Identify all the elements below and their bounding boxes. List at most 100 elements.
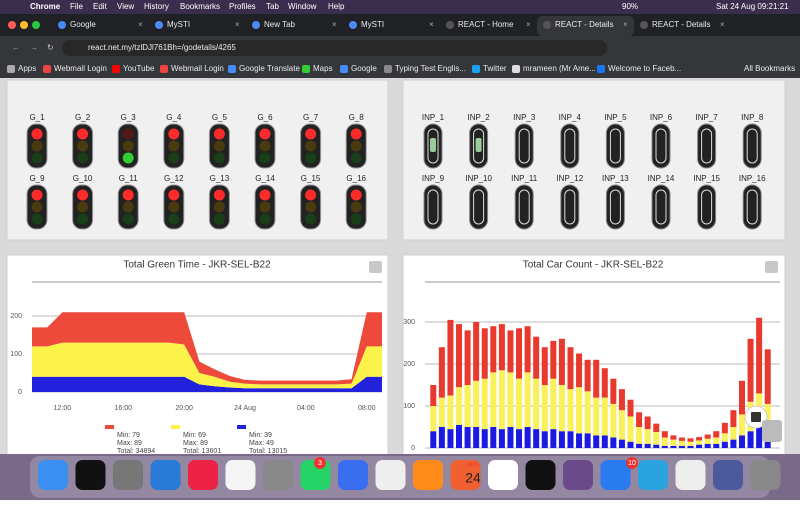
bar <box>430 431 437 448</box>
back-button[interactable]: ← <box>12 43 20 52</box>
bar <box>747 338 754 402</box>
bookmark[interactable]: Maps <box>313 64 333 73</box>
bar <box>533 429 540 448</box>
bar <box>516 328 523 379</box>
input-label: INP_11 <box>511 174 538 183</box>
minimize-button[interactable] <box>20 21 28 29</box>
bookmark-icon <box>512 65 520 73</box>
x-tick-label: 16:00 <box>115 405 133 412</box>
bookmark[interactable]: Welcome to Faceb... <box>608 64 681 73</box>
close-button[interactable] <box>8 21 16 29</box>
dock-app[interactable] <box>263 460 293 490</box>
x-tick-label: 04:00 <box>297 405 315 412</box>
bar <box>481 378 488 430</box>
bar <box>593 359 600 398</box>
menu-item[interactable]: Bookmarks <box>180 2 220 11</box>
bookmark[interactable]: Typing Test Englis... <box>395 64 466 73</box>
url: react.net.my/tzlDJl761Bh=/godetails/4265 <box>88 43 236 52</box>
tab-title[interactable]: New Tab <box>264 20 296 29</box>
bar <box>653 432 660 445</box>
tab-title[interactable]: Google <box>70 20 96 29</box>
omnibox[interactable] <box>62 40 607 56</box>
dock-app[interactable] <box>638 460 668 490</box>
lamp <box>305 189 317 201</box>
tab-icon <box>543 21 551 29</box>
dock-app[interactable] <box>600 460 631 490</box>
tab-close[interactable]: × <box>332 20 337 29</box>
dock-app[interactable] <box>150 460 181 490</box>
dock-app[interactable] <box>713 460 743 490</box>
bar <box>721 441 728 448</box>
input-slot <box>742 184 762 230</box>
menu-item[interactable]: Chrome <box>30 2 61 11</box>
menu-item[interactable]: History <box>144 2 169 11</box>
menu-item[interactable]: Tab <box>266 2 279 11</box>
active-tab[interactable] <box>537 16 634 36</box>
bar <box>550 378 557 430</box>
input-lane <box>701 189 713 225</box>
dock-app[interactable] <box>675 460 706 490</box>
y-tick-label: 200 <box>10 313 22 320</box>
lamp <box>31 189 43 201</box>
dock-app[interactable] <box>563 460 593 490</box>
chart-menu[interactable] <box>765 261 778 273</box>
tab-icon <box>349 21 357 29</box>
lamp <box>122 152 134 164</box>
scroll-top[interactable] <box>762 420 782 442</box>
bookmark[interactable]: Webmail Login <box>54 64 107 73</box>
bar <box>661 431 668 438</box>
y-tick-label: 300 <box>403 319 415 326</box>
bookmark[interactable]: mrameen (Mr Ame... <box>523 64 596 73</box>
lamp <box>213 128 225 140</box>
bookmark[interactable]: YouTube <box>123 64 155 73</box>
menu-item[interactable]: Help <box>328 2 345 11</box>
dock-app[interactable] <box>188 460 218 490</box>
bar <box>644 429 651 444</box>
signal-label: G_15 <box>301 174 321 183</box>
tab-title[interactable]: REACT - Home <box>458 20 514 29</box>
tab-close[interactable]: × <box>429 20 434 29</box>
tab-close[interactable]: × <box>623 20 628 29</box>
menu-item[interactable]: Edit <box>93 2 108 11</box>
reload-button[interactable]: ↻ <box>47 43 54 52</box>
menu-item[interactable]: Window <box>288 2 317 11</box>
tab-close[interactable]: × <box>720 20 725 29</box>
dock-app[interactable] <box>75 460 106 490</box>
tab-title[interactable]: MySTI <box>167 20 190 29</box>
bar <box>550 340 557 379</box>
forward-button[interactable]: → <box>30 43 38 52</box>
tab-close[interactable]: × <box>526 20 531 29</box>
all-bookmarks[interactable]: All Bookmarks <box>744 64 795 73</box>
bar <box>601 368 608 398</box>
menu-item[interactable]: View <box>117 2 134 11</box>
tab-icon <box>58 21 66 29</box>
tab-close[interactable]: × <box>138 20 143 29</box>
tab-title[interactable]: REACT - Details <box>652 20 711 29</box>
dock-app[interactable] <box>38 460 68 490</box>
bar <box>738 380 745 415</box>
tab-title[interactable]: MySTI <box>361 20 384 29</box>
dock-app[interactable] <box>225 460 256 490</box>
bookmark[interactable]: Twitter <box>483 64 507 73</box>
bookmark[interactable]: Google Translate <box>239 64 300 73</box>
tab-close[interactable]: × <box>235 20 240 29</box>
bookmark[interactable]: Webmail Login <box>171 64 224 73</box>
dock-app[interactable] <box>750 460 781 490</box>
menu-item[interactable]: Profiles <box>229 2 256 11</box>
bar <box>550 429 557 448</box>
dock-app[interactable] <box>525 460 556 490</box>
bar <box>447 319 454 396</box>
dock-app[interactable] <box>338 460 368 490</box>
bookmark[interactable]: Google <box>351 64 377 73</box>
chart-menu[interactable] <box>369 261 382 273</box>
menu-item[interactable]: File <box>70 2 83 11</box>
zoom-button[interactable] <box>32 21 40 29</box>
dock-app[interactable] <box>413 460 443 490</box>
tab-title[interactable]: REACT - Details <box>555 20 614 29</box>
dock-app[interactable] <box>375 460 406 490</box>
dock-app[interactable] <box>113 460 143 490</box>
dock-app[interactable] <box>488 460 518 490</box>
bookmark[interactable]: Apps <box>18 64 36 73</box>
dock-app[interactable] <box>450 460 481 490</box>
input-label: INP_16 <box>739 174 766 183</box>
